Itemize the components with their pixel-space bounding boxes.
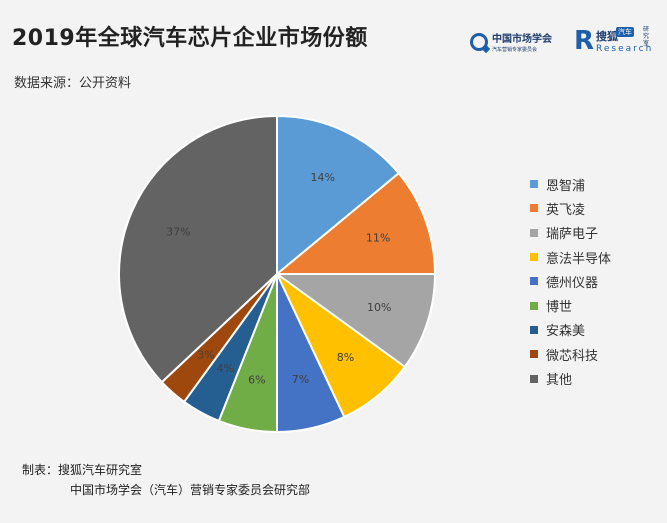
legend-item-4: 意法半导体 — [530, 245, 611, 269]
pie-label-3: 10% — [367, 301, 391, 314]
legend-label-3: 瑞萨电子 — [546, 227, 599, 243]
org-logo-icon — [470, 32, 488, 51]
legend-label-8: 微芯科技 — [546, 348, 599, 364]
legend-swatch-6 — [530, 301, 538, 310]
legend-item-6: 博世 — [530, 293, 611, 317]
legend-label-5: 德州仪器 — [546, 275, 599, 291]
legend-swatch-3 — [530, 228, 538, 237]
pie-label-4: 8% — [337, 351, 354, 364]
pie-label-1: 14% — [311, 171, 335, 184]
legend-item-8: 微芯科技 — [530, 342, 611, 366]
pie-label-5: 7% — [292, 373, 309, 386]
pie-slice-2 — [274, 171, 437, 275]
brand-r-icon: R — [574, 26, 595, 56]
legend-label-4: 意法半导体 — [546, 251, 612, 267]
legend-item-7: 安森美 — [530, 318, 611, 342]
legend-item-3: 瑞萨电子 — [530, 221, 611, 245]
brand-en: Research — [596, 44, 654, 54]
org-sub: 汽车营销专家委员会 — [492, 47, 538, 53]
legend-item-5: 德州仪器 — [530, 269, 611, 293]
legend-label-6: 博世 — [546, 300, 573, 316]
pie-slice-9 — [118, 114, 278, 384]
legend-item-9: 其他 — [530, 366, 611, 390]
footer-line-2: 中国市场学会（汽车）营销专家委员会研究部 — [70, 483, 311, 497]
legend-swatch-5 — [530, 277, 538, 286]
legend-swatch-9 — [530, 374, 538, 383]
legend-label-9: 其他 — [546, 373, 573, 389]
pie-label-7: 4% — [217, 362, 234, 375]
pie-label-2: 11% — [366, 232, 390, 245]
data-source: 数据来源：公开资料 — [14, 76, 132, 91]
brand-vertical: 研究室 — [643, 26, 650, 47]
legend-swatch-1 — [530, 180, 538, 189]
legend-label-1: 恩智浦 — [546, 178, 586, 194]
pie-label-6: 6% — [248, 374, 265, 387]
brand-tag: 汽车 — [616, 27, 634, 37]
legend-item-1: 恩智浦 — [530, 172, 611, 196]
legend-swatch-8 — [530, 350, 538, 359]
brand-logo: R 搜狐 Research — [574, 28, 653, 54]
brand-cn: 搜狐 — [596, 30, 619, 43]
chart-title: 2019年全球汽车芯片企业市场份额 — [12, 26, 368, 51]
org-name: 中国市场学会 — [492, 34, 552, 45]
legend-swatch-7 — [530, 325, 538, 334]
pie-slice-1 — [276, 114, 401, 277]
legend-label-2: 英飞凌 — [546, 202, 586, 218]
pie-label-9: 37% — [166, 225, 190, 238]
org-logo: 中国市场学会 汽车营销专家委员会 — [470, 30, 552, 53]
chart-legend: 恩智浦英飞凌瑞萨电子意法半导体德州仪器博世安森美微芯科技其他 — [530, 172, 611, 391]
footer-line-1: 制表：搜狐汽车研究室 — [22, 463, 143, 477]
legend-swatch-2 — [530, 204, 538, 213]
pie-label-8: 3% — [197, 349, 214, 362]
logos: 中国市场学会 汽车营销专家委员会 R 搜狐 Research 汽车 研究室 — [466, 24, 661, 64]
footer: 制表：搜狐汽车研究室 中国市场学会（汽车）营销专家委员会研究部 — [22, 460, 310, 500]
pie-slice-3 — [273, 273, 437, 369]
legend-item-2: 英飞凌 — [530, 196, 611, 220]
legend-label-7: 安森美 — [546, 324, 586, 340]
legend-swatch-4 — [530, 253, 538, 262]
